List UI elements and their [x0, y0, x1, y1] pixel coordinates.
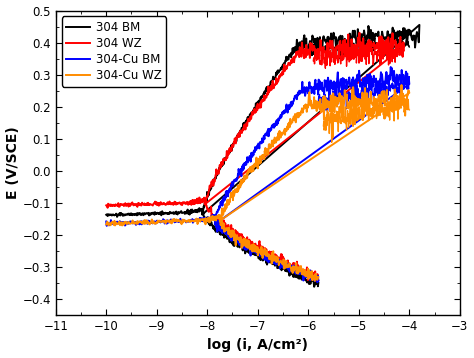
304 BM	[417, 23, 422, 27]
304 WZ	[103, 203, 109, 208]
304 WZ	[316, 278, 321, 282]
304-Cu WZ	[331, 110, 337, 115]
304-Cu BM	[388, 65, 393, 69]
Y-axis label: E (V/SCE): E (V/SCE)	[6, 126, 19, 199]
304 BM	[293, 273, 299, 277]
304 BM	[316, 281, 321, 285]
304-Cu BM	[315, 280, 320, 284]
304-Cu WZ	[297, 265, 302, 269]
Legend: 304 BM, 304 WZ, 304-Cu BM, 304-Cu WZ: 304 BM, 304 WZ, 304-Cu BM, 304-Cu WZ	[62, 16, 166, 87]
Line: 304 WZ: 304 WZ	[106, 33, 404, 281]
304-Cu WZ	[128, 221, 134, 225]
304 WZ	[356, 30, 362, 35]
304-Cu BM	[328, 78, 334, 83]
X-axis label: log (i, A/cm²): log (i, A/cm²)	[207, 338, 308, 352]
304 BM	[311, 285, 317, 289]
304 WZ	[325, 40, 330, 45]
304-Cu BM	[128, 219, 133, 223]
304 WZ	[125, 203, 130, 207]
304-Cu BM	[302, 272, 308, 276]
Line: 304-Cu BM: 304-Cu BM	[106, 67, 410, 282]
Line: 304 BM: 304 BM	[106, 25, 419, 287]
304 BM	[103, 213, 109, 217]
304-Cu WZ	[303, 274, 309, 278]
304-Cu WZ	[201, 220, 207, 224]
304-Cu BM	[103, 219, 109, 224]
304-Cu WZ	[316, 275, 321, 279]
Line: 304-Cu WZ: 304-Cu WZ	[106, 85, 410, 280]
304 BM	[301, 273, 306, 277]
304-Cu BM	[296, 272, 301, 276]
304-Cu BM	[196, 219, 202, 223]
304-Cu WZ	[312, 278, 318, 282]
304 WZ	[294, 260, 300, 264]
304-Cu BM	[316, 279, 321, 283]
304 BM	[327, 38, 333, 43]
304-Cu WZ	[399, 83, 404, 87]
304 WZ	[186, 202, 192, 206]
304-Cu WZ	[103, 222, 109, 227]
304 WZ	[254, 104, 259, 108]
304 BM	[124, 212, 130, 217]
304 WZ	[301, 271, 307, 275]
304-Cu BM	[260, 138, 265, 142]
304 BM	[184, 210, 190, 214]
304-Cu WZ	[264, 147, 270, 152]
304 WZ	[313, 279, 319, 283]
304 BM	[251, 109, 257, 113]
